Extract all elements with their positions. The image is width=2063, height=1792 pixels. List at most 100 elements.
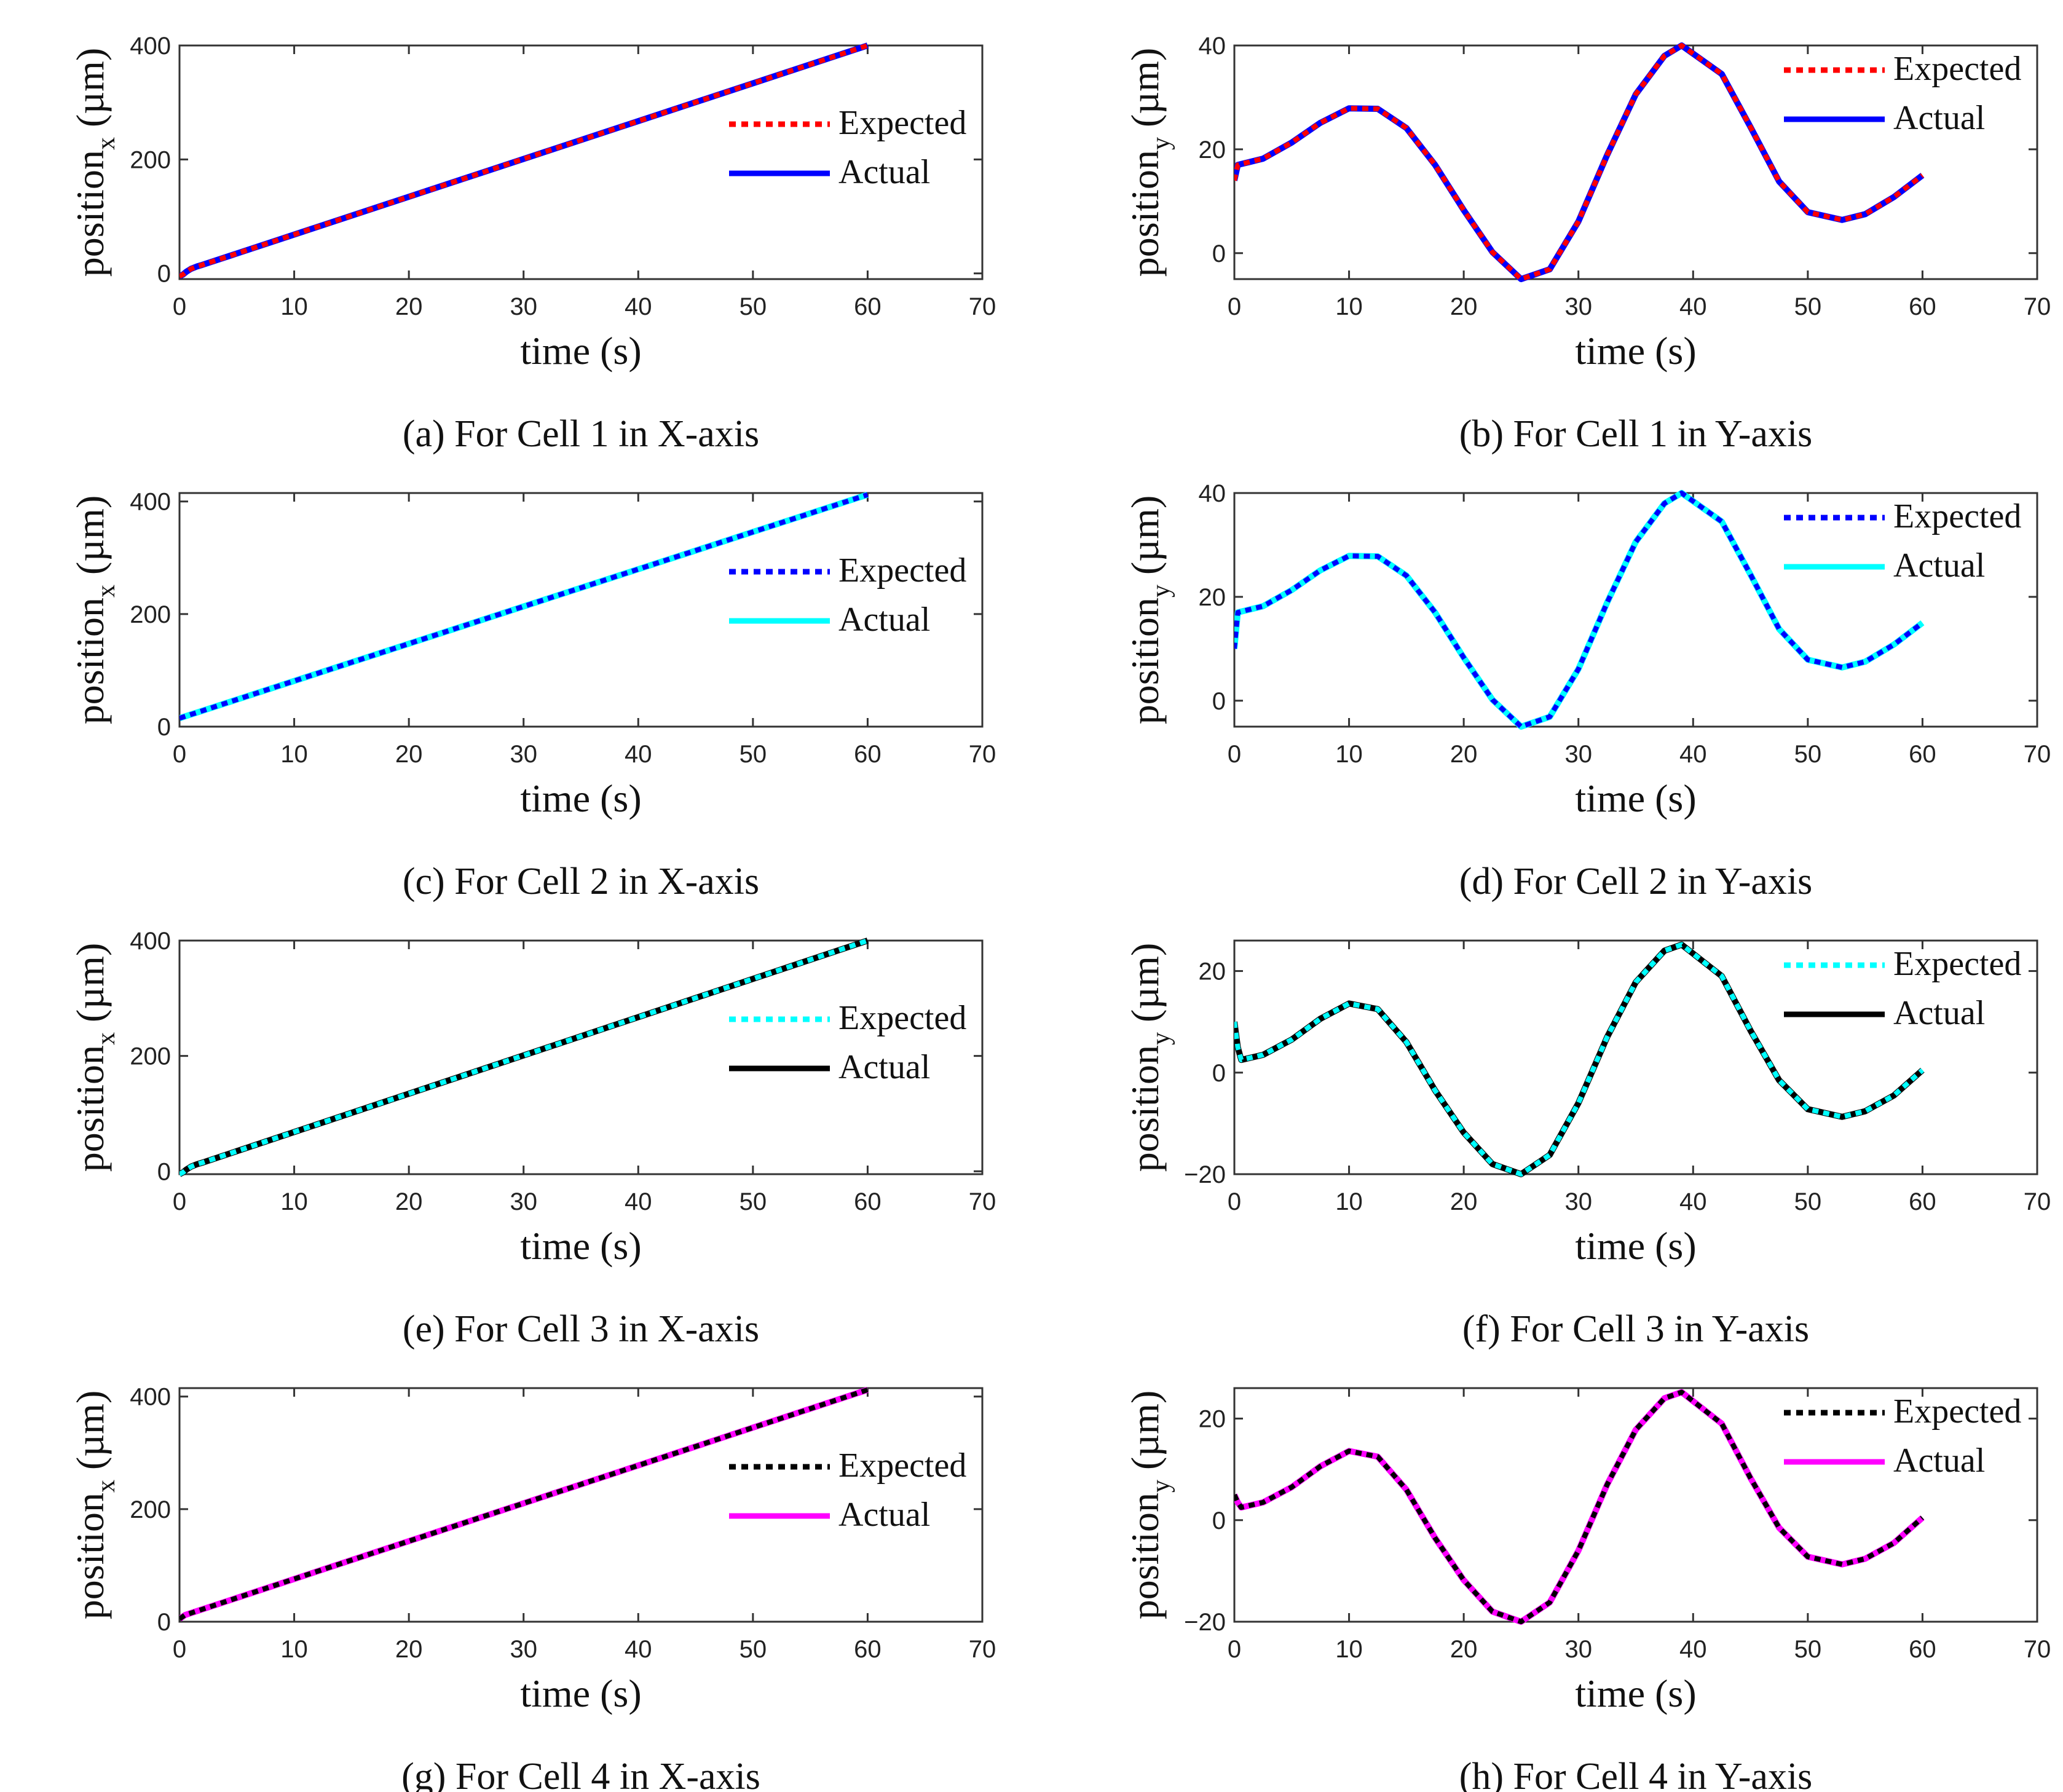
panel-caption: (h) For Cell 4 in Y-axis (1459, 1756, 1813, 1792)
x-tick-label: 70 (969, 1188, 996, 1215)
legend-label-expected: Expected (838, 104, 966, 142)
x-tick-label: 70 (969, 293, 996, 320)
y-tick-label: 400 (130, 33, 171, 60)
x-tick-label: 40 (625, 293, 652, 320)
x-tick-label: 20 (395, 741, 423, 768)
x-tick-label: 20 (1450, 741, 1478, 768)
x-axis-label: time (s) (1575, 1672, 1696, 1715)
panel-caption: (b) For Cell 1 in Y-axis (1459, 413, 1813, 455)
x-tick-label: 20 (395, 1188, 423, 1215)
y-tick-label: 0 (1212, 688, 1226, 715)
y-axis-label: positionx (µm) (68, 1391, 120, 1620)
x-tick-label: 0 (173, 1188, 186, 1215)
x-axis-label: time (s) (1575, 329, 1696, 373)
plot-area (178, 1387, 984, 1623)
legend-label-actual: Actual (1893, 994, 1985, 1032)
y-tick-label: 0 (157, 1158, 171, 1185)
panel-caption: (d) For Cell 2 in Y-axis (1459, 861, 1813, 902)
series-line-expected (1234, 491, 1924, 729)
x-tick-label: 40 (625, 741, 652, 768)
panel-caption: (c) For Cell 2 in X-axis (403, 861, 759, 902)
x-tick-label: 50 (740, 293, 767, 320)
x-tick-label: 60 (1909, 741, 1936, 768)
chart-panel-3: 0 10 20 30 40 50 60 70 0 200 400 time (s) positionx … (68, 489, 996, 902)
x-tick-label: 0 (173, 293, 186, 320)
x-tick-label: 50 (1794, 293, 1822, 320)
series-line-expected (179, 492, 869, 721)
y-tick-label: 0 (1212, 1060, 1226, 1087)
y-tick-label: 200 (130, 1496, 171, 1523)
x-tick-label: 0 (1228, 1188, 1241, 1215)
x-tick-label: 70 (2024, 741, 2051, 768)
legend-label-actual: Actual (1893, 1442, 1985, 1480)
x-tick-label: 50 (740, 741, 767, 768)
x-tick-label: 70 (2024, 1188, 2051, 1215)
series-line-expected (1234, 942, 1925, 1177)
series-line-expected (179, 43, 869, 278)
x-tick-label: 30 (510, 1636, 537, 1663)
x-tick-label: 0 (1228, 741, 1241, 768)
x-tick-label: 40 (1679, 1188, 1707, 1215)
y-tick-label: 40 (1199, 480, 1226, 507)
y-axis-label: positionx (µm) (68, 495, 120, 725)
series-line-expected (179, 938, 869, 1177)
x-tick-label: 30 (1564, 1636, 1592, 1663)
y-tick-label: 0 (157, 714, 171, 741)
x-tick-label: 40 (1679, 293, 1707, 320)
plot-area (178, 44, 984, 280)
y-tick-label: 0 (157, 1609, 171, 1636)
x-tick-label: 50 (740, 1636, 767, 1663)
x-tick-label: 60 (854, 741, 882, 768)
x-tick-label: 70 (969, 741, 996, 768)
x-tick-label: 0 (1228, 293, 1241, 320)
x-tick-label: 40 (1679, 1636, 1707, 1663)
x-tick-label: 30 (1564, 293, 1592, 320)
panel-caption: (a) For Cell 1 in X-axis (403, 413, 759, 455)
x-tick-label: 20 (1450, 293, 1478, 320)
y-tick-label: 20 (1199, 584, 1226, 611)
chart-panel-2: 0 10 20 30 40 50 60 70 0 20 40 time (s) positiony (µ… (1123, 33, 2051, 455)
x-axis-label: time (s) (520, 1224, 641, 1268)
x-tick-label: 20 (395, 1636, 423, 1663)
chart-panel-7: 0 10 20 30 40 50 60 70 0 200 400 time (s) positionx … (68, 1384, 996, 1792)
x-tick-label: 50 (1794, 741, 1822, 768)
x-axis-label: time (s) (520, 1672, 641, 1715)
y-tick-label: 400 (130, 928, 171, 955)
y-axis-label: positiony (µm) (1123, 495, 1175, 725)
y-tick-label: 200 (130, 146, 171, 173)
panel-caption: (f) For Cell 3 in Y-axis (1462, 1308, 1809, 1350)
y-tick-label: 0 (1212, 240, 1226, 267)
x-tick-label: 30 (510, 293, 537, 320)
x-tick-label: 60 (1909, 293, 1936, 320)
x-tick-label: 60 (854, 1636, 882, 1663)
legend-label-expected: Expected (838, 999, 966, 1037)
x-tick-label: 60 (1909, 1636, 1936, 1663)
series-line-expected (1234, 1389, 1925, 1624)
x-axis-label: time (s) (520, 329, 641, 373)
x-tick-label: 30 (1564, 1188, 1592, 1215)
legend-label-expected: Expected (1893, 1392, 2021, 1431)
x-tick-label: 40 (625, 1188, 652, 1215)
plot-area (178, 492, 984, 728)
legend-label-expected: Expected (838, 1447, 966, 1485)
panel-caption: (g) For Cell 4 in X-axis (401, 1756, 760, 1792)
legend-label-actual: Actual (838, 601, 930, 639)
legend-label-expected: Expected (1893, 50, 2021, 88)
chart-panel-1: 0 10 20 30 40 50 60 70 0 200 400 time (s) positionx … (68, 33, 996, 455)
x-tick-label: 20 (1450, 1188, 1478, 1215)
x-tick-label: 30 (1564, 741, 1592, 768)
y-axis-label: positiony (µm) (1123, 1391, 1175, 1620)
x-tick-label: 40 (625, 1636, 652, 1663)
panel-caption: (e) For Cell 3 in X-axis (403, 1308, 759, 1350)
series-line-expected (1234, 43, 1924, 282)
x-tick-label: 10 (1335, 293, 1363, 320)
y-tick-label: 200 (130, 601, 171, 628)
chart-panel-5: 0 10 20 30 40 50 60 70 0 200 400 time (s) positionx … (68, 928, 996, 1350)
x-tick-label: 10 (280, 293, 308, 320)
x-axis-label: time (s) (1575, 1224, 1696, 1268)
legend-label-actual: Actual (838, 1048, 930, 1086)
plot-area (1233, 44, 2038, 280)
